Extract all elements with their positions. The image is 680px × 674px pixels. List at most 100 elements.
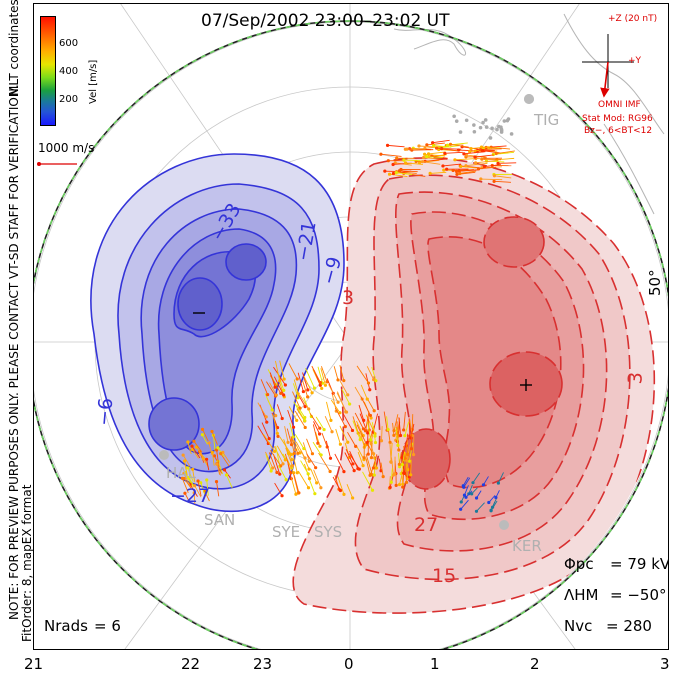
velocity-vector-origin [320,386,324,391]
velocity-vector-origin [369,416,373,420]
velocity-vector [403,411,406,430]
velocity-vector-origin [183,491,187,495]
velocity-vector-origin [319,486,323,490]
velocity-vector [274,482,283,496]
station-label-sye: SYE [272,523,300,541]
velocity-vector [293,439,301,454]
velocity-vector [356,365,369,384]
velocity-vector [355,444,365,460]
velocity-vector-origin [354,444,358,448]
contour-label: 15 [432,565,456,587]
velocity-vector [202,429,209,442]
velocity-vector-origin [342,470,346,474]
velocity-vector [292,473,299,494]
contour-label: −6 [93,397,117,427]
mlt-axis-label: 3 [660,655,670,673]
velocity-vector [294,410,306,428]
velocity-vector-origin [317,432,322,436]
contour-label: 3 [624,371,647,385]
velocity-vector [300,460,309,475]
velocity-vector [442,163,461,167]
velocity-vector-origin [403,161,408,165]
contour-label: 3 [342,287,354,309]
velocity-vector [426,142,445,146]
velocity-vector-origin [480,149,485,153]
velocity-vector [360,384,368,400]
velocity-vector [354,412,364,430]
velocity-vector-origin [318,380,323,385]
velocity-vector-origin [291,425,296,429]
velocity-vector-origin [464,153,468,157]
velocity-vector-origin [296,451,300,455]
velocity-vector [297,470,309,488]
velocity-vector [268,452,278,473]
velocity-vector-origin [471,481,475,485]
velocity-vector-origin [492,174,497,178]
velocity-vector-origin [394,170,398,175]
velocity-vector-origin [455,172,459,177]
velocity-vector-origin [275,425,280,430]
velocity-vector-origin [391,162,395,167]
velocity-vector [432,139,450,144]
velocity-vector-origin [307,459,311,463]
radar-footprint-dot [509,132,514,136]
velocity-vector-origin [190,444,194,448]
velocity-vector-origin [431,141,435,145]
velocity-vector [381,426,383,441]
velocity-vector [349,450,359,469]
velocity-vector [292,383,299,398]
velocity-vector [297,372,304,392]
velocity-vector [201,434,209,445]
velocity-vector-origin [290,464,295,468]
velocity-vector-origin [400,462,404,467]
latitude-label: 50° [646,269,664,296]
velocity-vector-origin [198,452,203,456]
velocity-vector-origin [398,433,403,438]
velocity-vector-origin [372,409,376,413]
velocity-vector-origin [351,462,355,466]
velocity-vector-origin [322,427,326,432]
velocity-vector [216,449,219,465]
velocity-vector [406,444,411,461]
convection-map: −33 −21 −9 −6 −27 3 27 15 3 TIG HAL SAN … [34,4,668,649]
velocity-vector-origin [328,456,333,460]
velocity-vector-origin [303,456,307,460]
velocity-vector [356,424,368,445]
velocity-vector [189,484,198,497]
velocity-vector-origin [323,383,328,387]
preview-note: NOTE: FOR PREVIEW PURPOSES ONLY. PLEASE … [7,84,21,620]
velocity-vector-origin [273,385,277,389]
velocity-vector-origin [409,447,414,451]
velocity-vector-origin [192,439,196,443]
velocity-vector [462,476,469,486]
velocity-vector [265,453,272,472]
velocity-vector-origin [274,393,278,397]
velocity-vector-origin [494,495,498,500]
velocity-vector-origin [210,450,215,455]
velocity-vector [293,474,300,493]
velocity-vector-origin [372,473,376,477]
velocity-vector [345,449,354,465]
velocity-vector [193,492,196,504]
velocity-vector [288,363,298,380]
velocity-vector-origin [453,158,457,162]
velocity-vector [470,146,490,150]
velocity-vector [320,368,326,386]
velocity-vector [459,170,477,174]
velocity-vector [339,365,345,381]
velocity-vector [290,477,297,495]
imf-omni: OMNI IMF [598,100,641,110]
velocity-vector-origin [391,171,396,176]
velocity-vector-origin [282,377,286,381]
imf-stat-mod: Stat Mod: RG96 [582,114,653,124]
velocity-vector-origin [404,480,409,484]
velocity-vector-origin [306,472,310,476]
velocity-vector-origin [191,467,195,471]
velocity-vector [260,379,269,395]
velocity-vector-origin [363,429,368,433]
imf-z-label: +Z (20 nT) [608,14,658,24]
velocity-vector-origin [346,393,350,397]
velocity-vector-origin [369,438,373,442]
velocity-vector [335,428,341,445]
velocity-vector-origin [343,424,347,429]
